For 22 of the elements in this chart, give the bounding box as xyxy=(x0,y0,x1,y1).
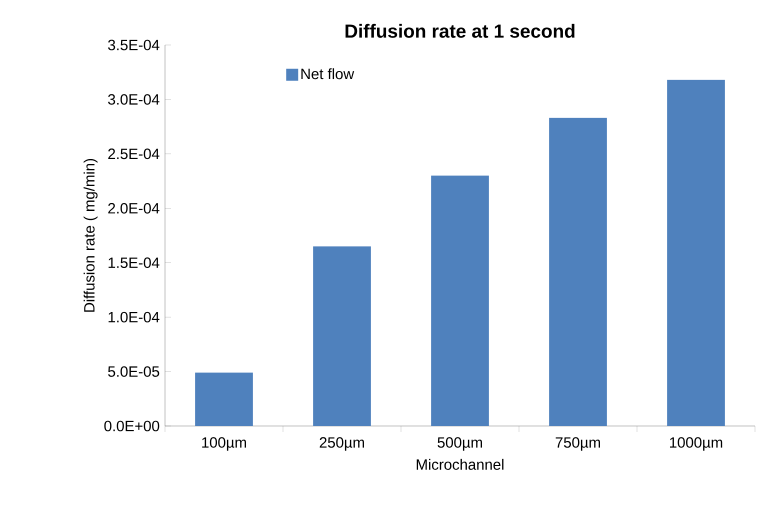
chart-title: Diffusion rate at 1 second xyxy=(346,24,574,38)
y-tick-label: 3.5E-04 xyxy=(108,40,160,50)
y-axis-title: Diffusion rate ( mg/min) xyxy=(84,158,98,312)
y-tick-label: 1.5E-04 xyxy=(108,257,160,268)
y-tick-label: 2.0E-04 xyxy=(108,202,160,214)
bar xyxy=(667,80,725,426)
x-tick-label: 500µm xyxy=(438,437,482,451)
x-tick-label: 750µm xyxy=(556,437,600,451)
x-tick-label: 1000µm xyxy=(670,437,722,451)
bar xyxy=(313,246,371,426)
x-tick-label: 100µm xyxy=(202,437,246,451)
bar xyxy=(195,372,253,426)
bar xyxy=(431,176,489,426)
y-tick-label: 3.0E-04 xyxy=(108,94,160,105)
x-axis-title: Microchannel xyxy=(416,458,504,470)
y-tick-label: 1.0E-04 xyxy=(108,312,160,322)
legend-label: Net flow xyxy=(301,68,354,80)
y-tick-label: 2.5E-04 xyxy=(108,148,160,160)
x-tick-label: 250µm xyxy=(320,437,364,451)
y-tick-label: 5.0E-05 xyxy=(108,366,160,377)
bar xyxy=(549,118,607,426)
y-tick-label: 0.0E+00 xyxy=(104,420,160,432)
